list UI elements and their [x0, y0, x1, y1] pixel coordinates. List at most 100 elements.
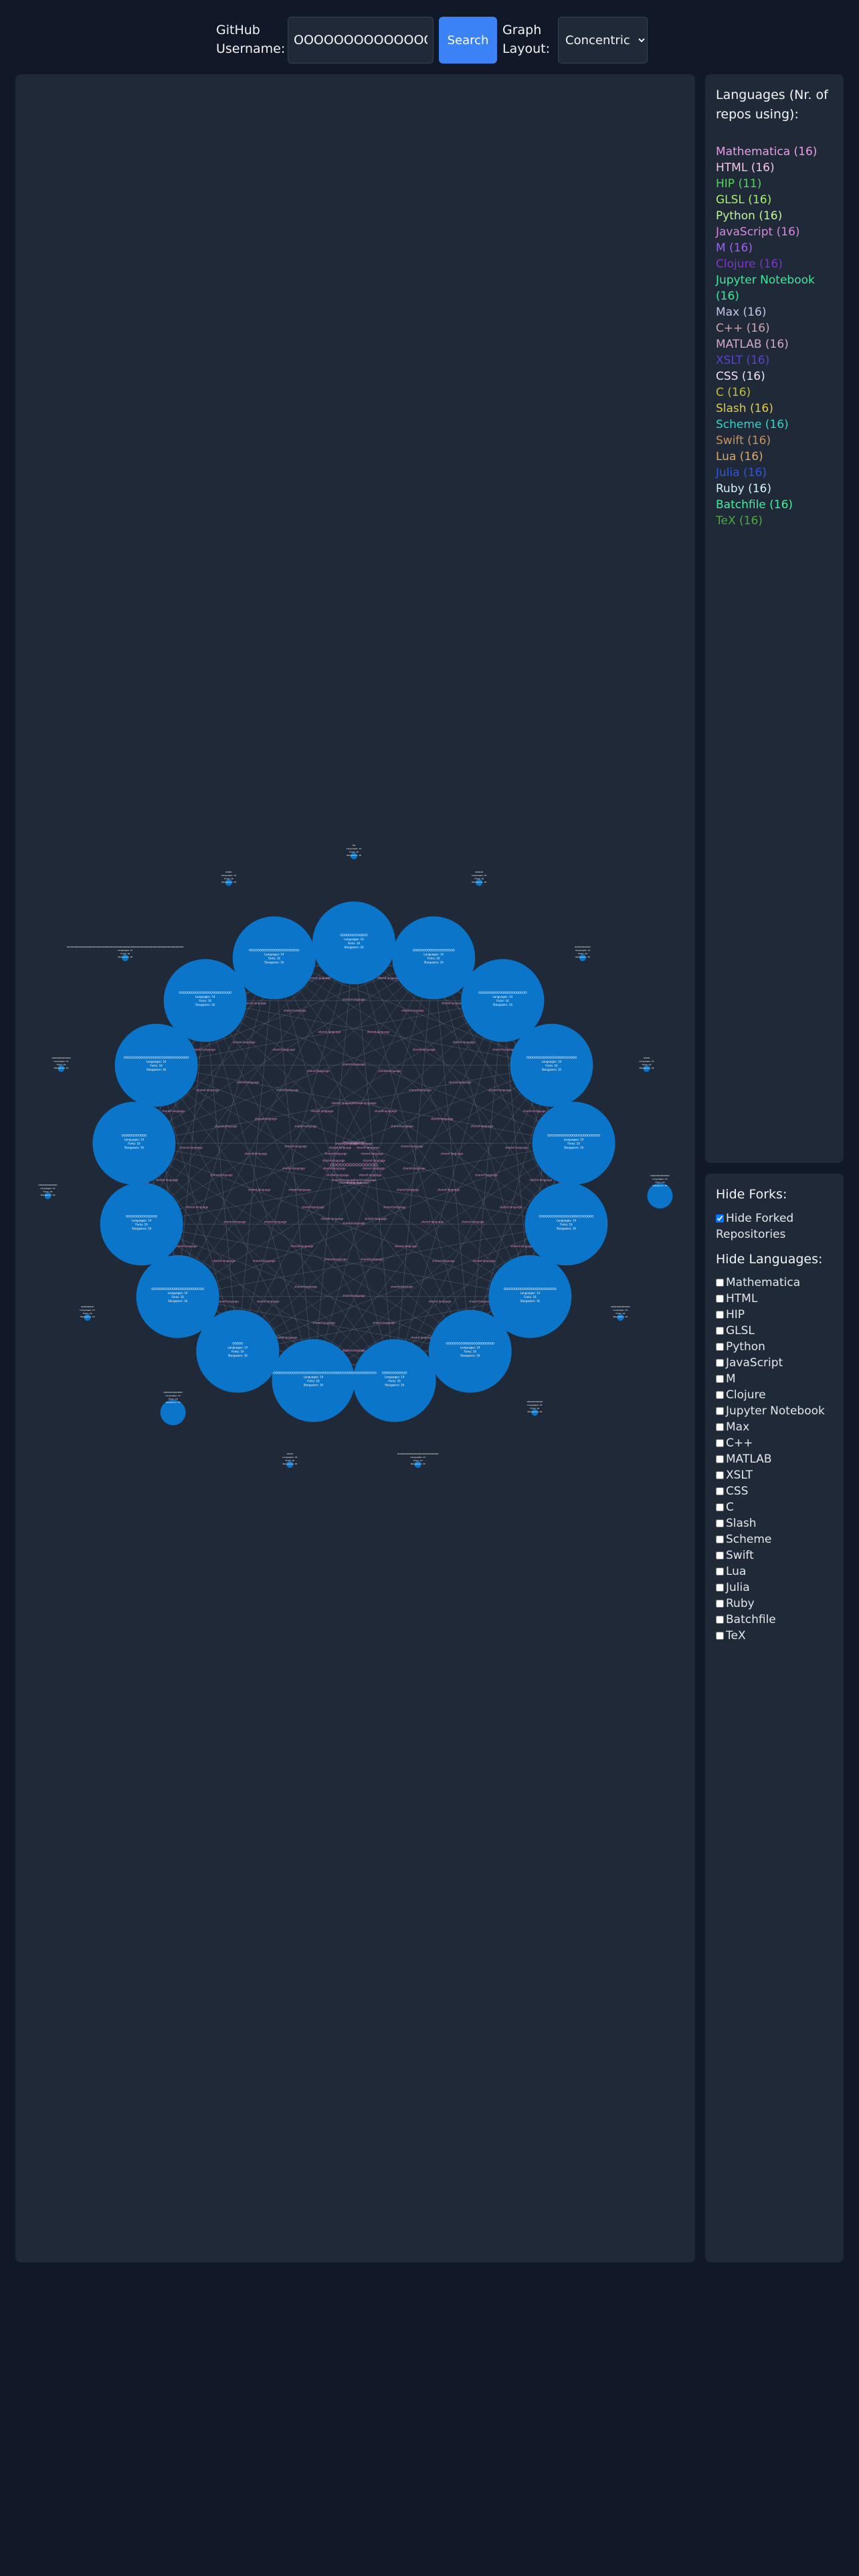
repo-node-circle[interactable] [114, 1023, 198, 1107]
hide-language-checkbox[interactable] [716, 1471, 724, 1479]
repo-node-circle[interactable] [100, 1182, 183, 1266]
hide-language-checkbox[interactable] [716, 1503, 724, 1511]
hide-language-checkbox[interactable] [716, 1295, 724, 1303]
hide-language-item[interactable]: Mathematica [716, 1275, 843, 1291]
repo-node-circle[interactable] [122, 954, 129, 962]
hide-language-checkbox[interactable] [716, 1439, 724, 1447]
repo-node-circle[interactable] [272, 1339, 355, 1422]
hide-language-item[interactable]: Max [716, 1419, 843, 1435]
hide-language-item[interactable]: Swift [716, 1547, 843, 1564]
hide-language-checkbox[interactable] [716, 1632, 724, 1640]
hide-language-item[interactable]: Scheme [716, 1531, 843, 1547]
hide-language-checkbox[interactable] [716, 1616, 724, 1624]
repo-node-circle[interactable] [461, 959, 545, 1043]
repo-node-circle[interactable] [579, 954, 586, 962]
repo-node-circle[interactable] [136, 1255, 219, 1338]
repo-node-circle[interactable] [510, 1023, 593, 1107]
hide-language-item[interactable]: GLSL [716, 1323, 843, 1339]
repo-node-circle[interactable] [488, 1255, 572, 1338]
hide-forks-row[interactable]: Hide Forked Repositories [716, 1210, 840, 1243]
repo-node-circle[interactable] [531, 1409, 539, 1416]
hide-language-item[interactable]: Lua [716, 1564, 843, 1580]
repo-node-circle[interactable] [647, 1183, 673, 1209]
hide-language-checkbox[interactable] [716, 1535, 724, 1543]
hide-language-item[interactable]: Ruby [716, 1596, 843, 1612]
repo-node-circle[interactable] [92, 1101, 176, 1185]
hide-language-checkbox[interactable] [716, 1327, 724, 1335]
hide-language-item[interactable]: CSS [716, 1483, 843, 1499]
hide-language-checkbox[interactable] [716, 1600, 724, 1608]
hide-language-checkbox[interactable] [716, 1359, 724, 1367]
repo-node-circle[interactable] [351, 853, 357, 859]
repo-node-circle[interactable] [392, 916, 476, 1000]
hide-language-checkbox[interactable] [716, 1279, 724, 1287]
hide-language-item[interactable]: Python [716, 1339, 843, 1355]
repo-node[interactable]: OOOOOOOOOOOOOOOOOOOOOOOOOOOOOOOLanguages… [114, 1023, 198, 1107]
hide-language-item[interactable]: HIP [716, 1307, 843, 1323]
repo-node-circle[interactable] [160, 1400, 186, 1426]
hide-language-item[interactable]: HTML [716, 1291, 843, 1307]
repo-node-circle[interactable] [312, 901, 395, 984]
repo-node-circle[interactable] [524, 1182, 608, 1266]
hide-language-checkbox[interactable] [716, 1551, 724, 1560]
hide-language-item[interactable]: Batchfile [716, 1612, 843, 1628]
hide-language-item[interactable]: M [716, 1371, 843, 1387]
hide-language-item[interactable]: XSLT [716, 1467, 843, 1483]
repo-node-circle[interactable] [225, 879, 232, 886]
repo-node-circle[interactable] [532, 1101, 615, 1185]
repo-node-circle[interactable] [44, 1192, 52, 1200]
repo-node-circle[interactable] [232, 916, 316, 1000]
hide-language-checkbox[interactable] [716, 1343, 724, 1351]
graph-layout-select[interactable]: Concentric [558, 17, 648, 64]
hide-language-checkbox[interactable] [716, 1311, 724, 1319]
hide-language-checkbox[interactable] [716, 1391, 724, 1399]
hide-language-item[interactable]: TeX [716, 1628, 843, 1644]
hide-language-checkbox[interactable] [716, 1487, 724, 1495]
repo-node[interactable]: OOOOOOOOOOOOOOOOOOOOOOOOOOOOOOOOOOOOOOOO… [67, 946, 184, 962]
hide-language-item[interactable]: MATLAB [716, 1451, 843, 1467]
hide-language-item[interactable]: Slash [716, 1515, 843, 1531]
hide-language-item[interactable]: JavaScript [716, 1355, 843, 1371]
hide-language-checkbox[interactable] [716, 1519, 724, 1527]
repo-node-circle[interactable] [163, 959, 247, 1043]
repo-node-circle[interactable] [643, 1065, 650, 1072]
repo-node-circle[interactable] [286, 1461, 294, 1468]
hide-language-checkbox[interactable] [716, 1455, 724, 1463]
repo-node-circle[interactable] [58, 1065, 65, 1072]
hide-language-item[interactable]: Clojure [716, 1387, 843, 1403]
repo-node[interactable]: OOOOOOOOOOOOOOOOOOOOOOOOOOOOOOOOOOOOOOOO… [250, 1339, 377, 1422]
search-button[interactable]: Search [439, 17, 497, 64]
repo-node-circle[interactable] [84, 1314, 91, 1321]
hide-language-item[interactable]: Julia [716, 1580, 843, 1596]
repo-node-circle[interactable] [617, 1314, 624, 1321]
hide-language-checkbox[interactable] [716, 1407, 724, 1415]
repo-node-circle[interactable] [476, 879, 483, 886]
